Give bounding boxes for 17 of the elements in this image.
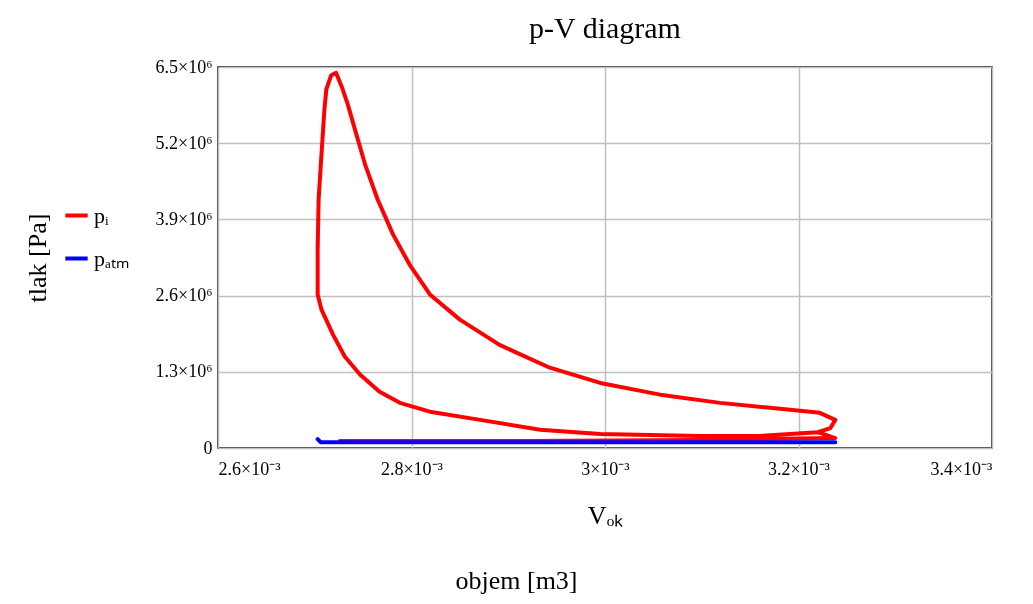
x-axis-title: Vₒₖ (587, 500, 624, 530)
y-tick-label: 5.2×10⁶ (155, 132, 213, 153)
y-tick-label: 2.6×10⁶ (155, 285, 213, 306)
text: objem [m3] (454, 566, 579, 596)
x-tick-label: 3.4×10⁻³ (930, 458, 994, 479)
x-tick-label: 2.6×10⁻³ (218, 458, 282, 479)
x-tick-label: 3.2×10⁻³ (767, 458, 831, 479)
y-tick-label: 6.5×10⁶ (155, 56, 213, 77)
legend-label: pₐₜₘ (94, 245, 130, 271)
y-tick-label: 0 (203, 437, 213, 458)
y-tick-label: 3.9×10⁶ (155, 208, 213, 229)
x-tick-label: 3×10⁻³ (581, 458, 631, 479)
legend-label: pᵢ (94, 202, 109, 228)
chart-title: p-V diagram (529, 11, 681, 44)
y-tick-label: 1.3×10⁶ (155, 361, 213, 382)
x-tick-label: 2.8×10⁻³ (380, 458, 444, 479)
y-axis-title: tlak [Pa] (22, 213, 52, 303)
